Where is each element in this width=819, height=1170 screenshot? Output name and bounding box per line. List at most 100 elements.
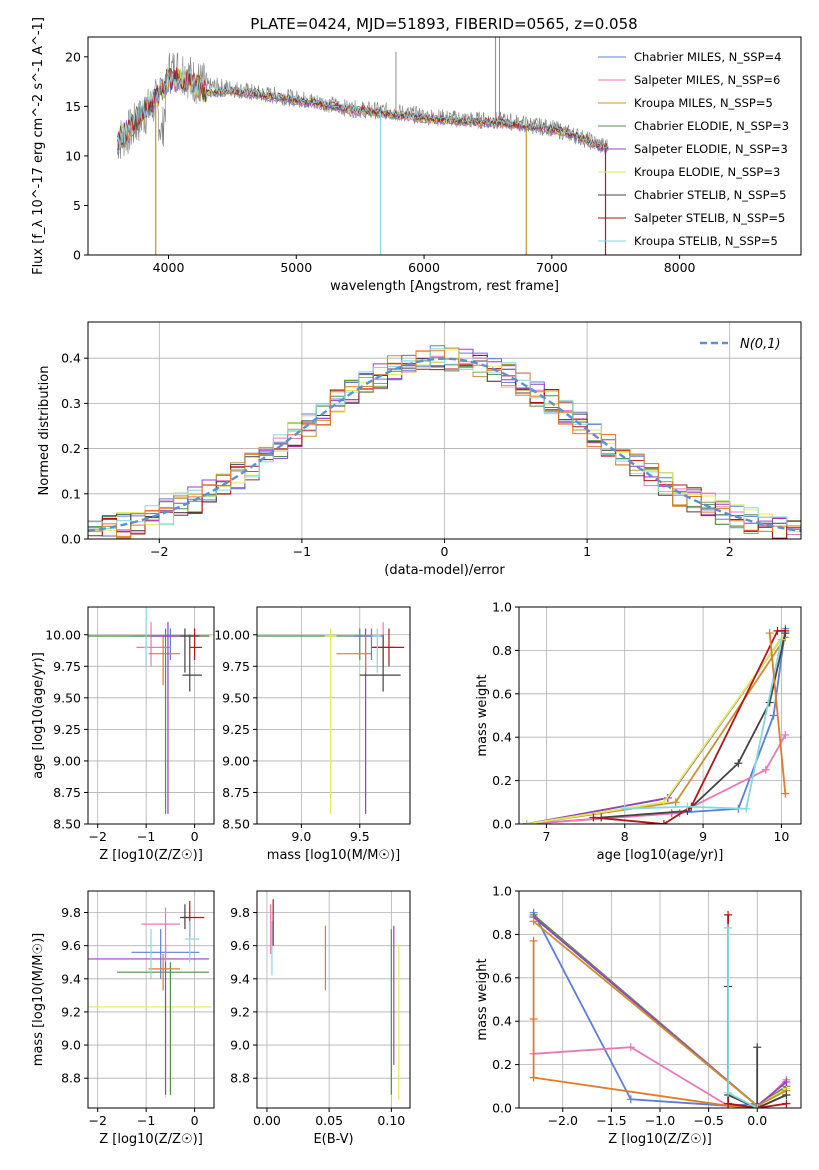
weight-marker <box>753 1043 762 1052</box>
y-tick-label: 9.4 <box>61 971 81 986</box>
weight-line <box>601 632 787 819</box>
plot-area <box>88 900 212 1099</box>
errorbar-point <box>88 628 210 814</box>
errorbar-point <box>324 628 337 814</box>
errorbar-point <box>182 634 202 692</box>
y-tick-label: 9.25 <box>222 722 250 737</box>
errorbar-point <box>141 907 181 963</box>
weight-marker <box>761 765 770 774</box>
y-tick-label: 9.0 <box>61 1038 81 1053</box>
y-tick-label: 0.4 <box>492 1014 512 1029</box>
errorbar-point <box>88 945 210 1095</box>
y-tick-label: 0.0 <box>61 532 81 547</box>
weight-marker <box>781 789 790 798</box>
spectrum-legend: Chabrier MILES, N_SSP=4 Salpeter MILES, N… <box>598 50 789 248</box>
weight-marker <box>734 759 743 768</box>
legend-label: Salpeter STELIB, N_SSP=5 <box>634 211 785 225</box>
weight-marker <box>724 1099 733 1108</box>
chart-spectrum: 4000 5000 6000 7000 8000 0 5 10 15 20 wavelength [… <box>31 17 802 294</box>
chart-residuals: −2 −1 0 1 2 0.0 0.1 0.2 0.3 0.4 (data-model)/error… <box>37 321 802 578</box>
x-tick-label: 2 <box>726 544 734 559</box>
x-tick-label: 5000 <box>280 260 312 275</box>
y-tick-label: 0.0 <box>492 1101 512 1116</box>
y-tick-label: 8.75 <box>53 785 81 800</box>
y-tick-label: 9.50 <box>222 690 250 705</box>
y-axis-label: mass [log10(M/M☉)] <box>31 933 46 1066</box>
y-tick-label: 0.8 <box>492 643 512 658</box>
plot-area <box>529 908 791 1108</box>
weight-marker <box>769 711 778 720</box>
errorbar-point <box>182 900 205 938</box>
y-tick-label: 8.8 <box>61 1071 81 1086</box>
weight-marker <box>659 798 668 807</box>
weight-marker <box>620 804 629 813</box>
x-axis-label: (data-model)/error <box>384 563 505 578</box>
chart-mass-vs-EBV: 0.00 0.05 0.10 8.8 9.0 9.2 9.4 9.6 9.8 E(B-V) <box>230 890 411 1147</box>
errorbar-point <box>148 953 181 991</box>
x-tick-label: 0 <box>191 829 199 844</box>
y-tick-label: 9.0 <box>230 1038 250 1053</box>
x-tick-label: 8 <box>621 829 629 844</box>
y-tick-label: 9.25 <box>53 722 81 737</box>
x-tick-label: −1 <box>137 829 155 844</box>
weight-marker <box>782 1099 791 1108</box>
x-tick-label: 0.05 <box>315 1113 343 1128</box>
legend-label: Chabrier STELIB, N_SSP=5 <box>634 188 786 202</box>
y-tick-label: 9.00 <box>222 753 250 768</box>
chart-age-vs-Z: −2 −1 0 8.50 8.75 9.00 9.25 9.50 9.75 10.00 Z [log… <box>31 606 215 863</box>
y-tick-label: 10.00 <box>214 627 250 642</box>
y-tick-label: 9.8 <box>61 905 81 920</box>
errorbar-point <box>371 628 381 673</box>
errorbar-point <box>151 622 181 814</box>
y-tick-label: 0.2 <box>492 1057 512 1072</box>
y-tick-label: 9.50 <box>53 690 81 705</box>
weight-line <box>526 632 787 824</box>
x-tick-label: −1 <box>293 544 311 559</box>
x-tick-label: −0.5 <box>693 1113 723 1128</box>
legend-label: Chabrier ELODIE, N_SSP=3 <box>634 119 789 133</box>
y-tick-label: 0.1 <box>61 486 81 501</box>
errorbar-point <box>148 634 181 686</box>
x-tick-label: −2 <box>88 829 106 844</box>
legend-label: N(0,1) <box>740 337 781 352</box>
plot-area <box>257 622 405 814</box>
x-axis-label: Z [log10(Z/Z☉)] <box>608 1132 712 1147</box>
x-tick-label: 8000 <box>664 260 696 275</box>
y-axis-label: Flux [f_λ 10^-17 erg cm^-2 s^-1 A^-1] <box>31 17 46 275</box>
weight-marker <box>522 820 531 824</box>
axes-frame <box>87 606 215 825</box>
weight-marker <box>589 813 598 822</box>
errorbar-point <box>88 628 212 654</box>
weight-marker <box>782 1077 791 1086</box>
y-tick-label: 0.6 <box>492 686 512 701</box>
weight-marker <box>781 731 790 740</box>
weight-marker <box>724 923 733 932</box>
x-tick-label: 7 <box>542 829 550 844</box>
gaussian-curve <box>88 357 801 533</box>
x-axis-label: age [log10(age/yr)] <box>597 848 724 863</box>
chart-weight-vs-Z: −2.0 −1.5 −1.0 −0.5 0.0 0.0 0.2 0.4 0.6 0.8 1.0 Z [… <box>475 884 802 1147</box>
axes-frame <box>256 890 411 1109</box>
y-tick-label: 0.6 <box>492 970 512 985</box>
weight-marker <box>683 802 692 811</box>
y-tick-label: 15 <box>65 99 81 114</box>
axes-frame <box>87 890 215 1109</box>
weight-marker <box>626 1095 635 1104</box>
y-tick-label: 0.3 <box>61 396 81 411</box>
axes-frame <box>87 36 802 256</box>
x-tick-label: 9 <box>699 829 707 844</box>
legend-label: Kroupa MILES, N_SSP=5 <box>634 96 773 110</box>
x-tick-label: −2 <box>88 1113 106 1128</box>
errorbar-point <box>88 995 212 1099</box>
weight-line <box>727 927 758 1108</box>
plot-area <box>270 899 400 1100</box>
weight-marker <box>724 1088 733 1097</box>
residual-histogram <box>88 350 801 537</box>
y-tick-label: 5 <box>73 198 81 213</box>
x-tick-label: 4000 <box>153 260 185 275</box>
errorbar-point <box>143 609 149 667</box>
weight-line <box>624 639 783 810</box>
y-tick-label: 1.0 <box>492 600 512 615</box>
x-tick-label: −1.0 <box>645 1113 675 1128</box>
